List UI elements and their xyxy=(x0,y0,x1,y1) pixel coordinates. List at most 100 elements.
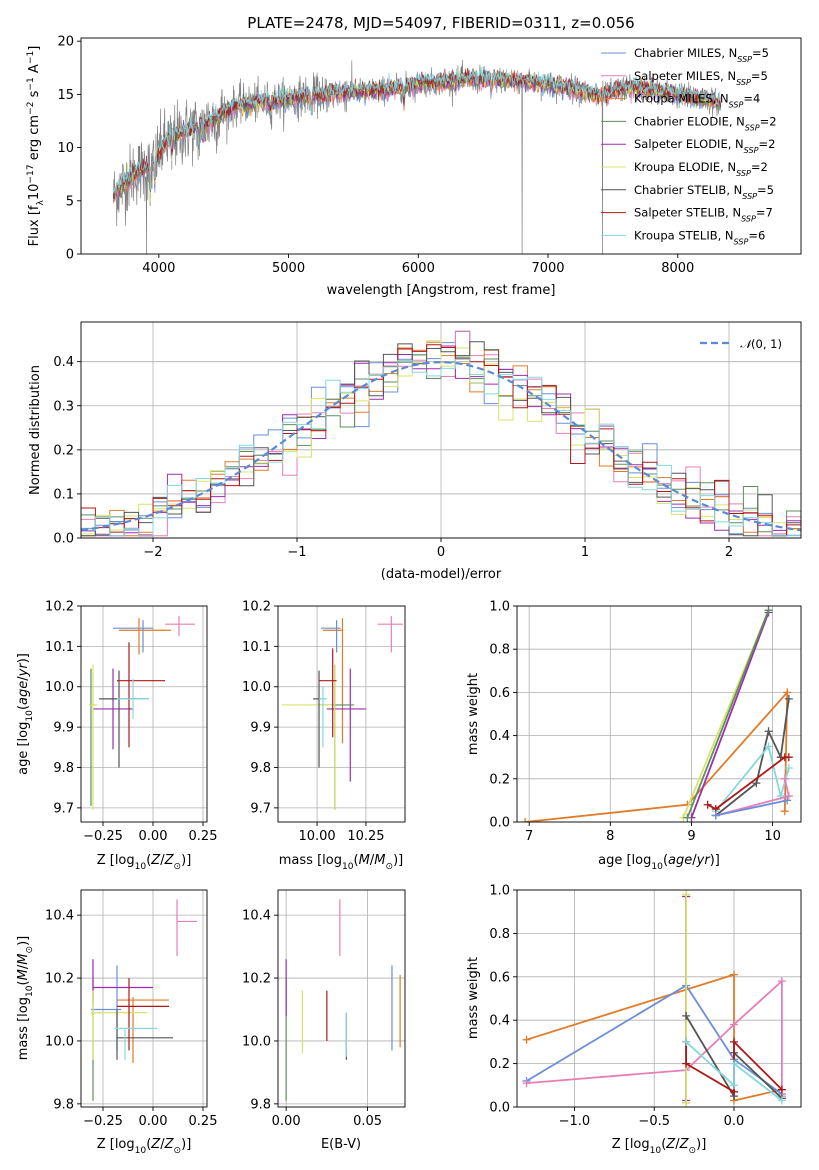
error-point xyxy=(91,990,147,1060)
error-point xyxy=(117,642,165,748)
x-tick-label: −1 xyxy=(287,545,306,560)
legend-label: Salpeter STELIB, NSSP=7 xyxy=(634,206,773,224)
error-point xyxy=(281,664,336,810)
spectrum-model-line xyxy=(113,67,721,196)
axes-frame xyxy=(277,889,406,1108)
frame-weight-Z: −1.0 −0.5 0.0 0.0 0.2 0.4 0.6 0.8 1.0 Z [log10(Z/… xyxy=(466,884,802,1156)
x-tick-label: −1.0 xyxy=(559,1114,591,1129)
x-tick-label: −0.25 xyxy=(83,1114,123,1129)
y-tick-label: 0.8 xyxy=(489,927,510,942)
chart-title: PLATE=2478, MJD=54097, FIBERID=0311, z=0… xyxy=(247,14,634,32)
axes-residuals xyxy=(81,322,801,539)
error-point xyxy=(319,664,355,810)
y-tick-label: 1.0 xyxy=(489,884,510,899)
weight-line xyxy=(526,973,783,1102)
error-point xyxy=(89,664,97,810)
weight-marker xyxy=(764,742,773,751)
axes-mass-Z xyxy=(81,890,207,1107)
error-point xyxy=(165,616,195,637)
y-tick-label: 0.6 xyxy=(489,970,510,985)
weight-marker xyxy=(780,774,789,783)
y-tick-label: 0.4 xyxy=(489,1014,510,1029)
x-tick-label: 0.25 xyxy=(189,829,218,844)
x-tick-label: 8 xyxy=(606,829,614,844)
frame-age-mass: 10.00 10.25 9.7 9.8 9.9 10.0 10.1 10.2 mass [log… xyxy=(242,600,406,872)
axes-weight-Z xyxy=(517,889,801,1108)
legend-label: Kroupa ELODIE, NSSP=2 xyxy=(634,160,768,178)
y-axis-label: mass weight xyxy=(466,673,481,755)
legend-label: Chabrier STELIB, NSSP=5 xyxy=(634,183,774,201)
legend-label: Chabrier MILES, NSSP=5 xyxy=(634,46,769,64)
x-tick-label: 5000 xyxy=(272,261,305,276)
plot-area xyxy=(91,899,197,1101)
y-tick-label: 0.4 xyxy=(53,355,74,370)
legend-label: Chabrier ELODIE, NSSP=2 xyxy=(634,114,777,131)
weight-marker xyxy=(729,1020,738,1029)
weight-marker xyxy=(784,753,793,762)
plot-area xyxy=(89,616,195,810)
error-point xyxy=(115,1027,157,1060)
x-tick-label: 0.00 xyxy=(139,1114,168,1129)
error-point xyxy=(92,959,153,1004)
error-point xyxy=(99,670,149,768)
y-tick-label: 0.2 xyxy=(53,443,74,458)
y-tick-label: 10.0 xyxy=(45,1034,74,1049)
weight-marker xyxy=(784,792,793,801)
frame-mass-Z: −0.25 0.00 0.25 9.8 10.0 10.2 10.4 Z [log10(Z/Z… xyxy=(16,889,218,1156)
plot-area xyxy=(285,899,401,1101)
weight-marker xyxy=(784,764,793,772)
y-tick-label: 9.9 xyxy=(250,721,271,736)
error-point xyxy=(319,648,337,738)
x-tick-label: 2 xyxy=(725,545,733,560)
y-axis-label: Flux [fλ10−17 erg cm−2 s−1 A−1] xyxy=(26,46,46,247)
y-tick-label: 0.3 xyxy=(53,399,74,414)
y-tick-label: 9.7 xyxy=(53,801,74,816)
error-point xyxy=(176,899,197,957)
y-tick-label: 10.2 xyxy=(45,600,74,615)
weight-line xyxy=(690,612,770,819)
y-tick-label: 9.8 xyxy=(250,1097,271,1112)
x-axis-label: mass [log10(M/M⊙)] xyxy=(279,853,403,872)
weight-marker xyxy=(783,796,792,805)
y-tick-label: 20 xyxy=(57,35,74,50)
y-tick-label: 0.8 xyxy=(489,643,510,658)
x-tick-label: 6000 xyxy=(402,261,435,276)
weight-line xyxy=(686,609,770,819)
error-point xyxy=(113,620,153,653)
weight-marker xyxy=(682,1037,691,1046)
error-point xyxy=(116,1009,173,1060)
x-tick-label: 7000 xyxy=(531,261,564,276)
legend-label: Kroupa MILES, NSSP=4 xyxy=(634,92,760,110)
y-tick-label: 10.1 xyxy=(45,640,74,655)
residual-histogram xyxy=(81,358,801,537)
weight-marker xyxy=(752,779,761,788)
x-axis-label: Z [log10(Z/Z⊙)] xyxy=(97,1137,192,1156)
y-tick-label: 0.0 xyxy=(53,532,74,547)
axes-age-mass xyxy=(278,605,405,822)
weight-marker xyxy=(784,694,793,703)
legend: 𝒩(0, 1) xyxy=(700,337,782,351)
axes-mass-EBV xyxy=(278,890,405,1107)
spectrum-model-line xyxy=(113,67,721,200)
x-tick-label: 0.25 xyxy=(189,1114,218,1129)
gaussian-curve xyxy=(81,360,801,532)
weight-marker xyxy=(783,688,792,697)
error-point xyxy=(322,618,344,744)
frame-residuals: −2 −1 0 1 2 0.0 0.1 0.2 0.3 0.4 (data-model)/error… xyxy=(28,321,802,582)
x-axis-label: (data-model)/error xyxy=(381,567,502,582)
weight-marker xyxy=(729,970,738,979)
x-tick-label: −2 xyxy=(143,545,162,560)
weight-marker xyxy=(729,1081,738,1090)
axes-age-Z xyxy=(81,605,207,822)
weight-marker xyxy=(703,800,712,809)
y-tick-label: 0 xyxy=(66,248,74,263)
weight-marker xyxy=(682,1011,691,1020)
axes-weight-age xyxy=(517,605,801,823)
weight-marker xyxy=(729,1059,738,1068)
weight-marker xyxy=(777,1085,786,1094)
x-tick-label: 9 xyxy=(687,829,695,844)
spectrum-model-line xyxy=(113,67,721,199)
y-tick-label: 5 xyxy=(66,194,74,209)
y-tick-label: 10.0 xyxy=(242,680,271,695)
